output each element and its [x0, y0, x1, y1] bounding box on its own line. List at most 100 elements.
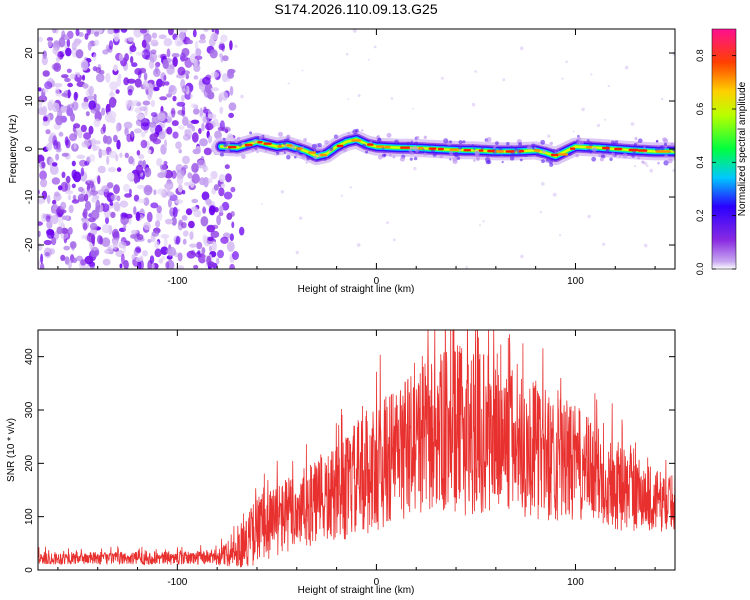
noise-blob [231, 221, 235, 229]
noise-speck [287, 82, 290, 85]
noise-blob [143, 197, 150, 206]
noise-blob [46, 37, 54, 42]
noise-blob [38, 221, 43, 226]
noise-blob [74, 74, 82, 82]
noise-blob [123, 121, 133, 129]
ridge-blob [663, 142, 668, 146]
noise-blob [115, 202, 121, 212]
noise-blob [207, 134, 213, 144]
noise-blob [202, 206, 206, 214]
ridge-blob [222, 137, 226, 141]
ridge-blob [514, 148, 518, 152]
noise-blob [149, 255, 155, 264]
noise-blob [150, 202, 159, 209]
noise-blob [192, 29, 197, 38]
noise-blob [105, 216, 109, 225]
chart-title: S174.2026.110.09.13.G25 [274, 1, 437, 17]
noise-blob [211, 29, 215, 33]
noise-blob [193, 108, 200, 115]
noise-blob [87, 95, 95, 100]
noise-blob [218, 43, 225, 51]
noise-blob [101, 223, 111, 234]
ridge-blob [610, 140, 615, 145]
noise-blob [198, 253, 207, 264]
noise-blob [116, 76, 122, 87]
noise-blob [171, 110, 176, 115]
ridge-blob [264, 150, 267, 153]
noise-blob [107, 167, 117, 173]
ridge-blob [545, 158, 549, 162]
ridge-blob [473, 148, 476, 151]
ridge-blob [352, 129, 358, 135]
noise-blob [132, 42, 136, 48]
noise-blob [46, 220, 53, 230]
noise-blob [127, 172, 135, 181]
noise-blob [209, 49, 218, 59]
noise-blob [219, 53, 223, 58]
ridge-blob [657, 144, 660, 147]
noise-blob [181, 85, 188, 94]
noise-blob [71, 183, 76, 189]
noise-blob [189, 94, 193, 99]
noise-speck [465, 266, 468, 269]
noise-blob [176, 40, 183, 47]
noise-blob [163, 160, 168, 166]
noise-blob [38, 246, 42, 251]
noise-blob [52, 29, 57, 34]
noise-blob [167, 40, 172, 46]
spectrogram-ytick-label: 0 [24, 146, 35, 152]
noise-blob [111, 228, 120, 239]
noise-speck [607, 84, 610, 88]
noise-blob [104, 248, 114, 255]
noise-blob [63, 245, 70, 251]
noise-speck [520, 254, 524, 259]
noise-blob [175, 199, 183, 205]
noise-blob [107, 29, 115, 35]
noise-blob [146, 211, 153, 223]
noise-blob [187, 172, 193, 179]
noise-blob [155, 63, 159, 74]
ridge-blob [278, 131, 283, 137]
noise-blob [91, 209, 100, 220]
noise-blob [203, 29, 209, 32]
noise-blob [76, 154, 86, 159]
colorbar-tick-label: 0.0 [695, 263, 705, 276]
noise-blob [41, 161, 46, 169]
noise-blob [193, 264, 199, 269]
noise-blob [42, 88, 49, 93]
noise-blob [65, 47, 72, 57]
ridge-blob [254, 147, 258, 151]
noise-blob [149, 133, 158, 142]
noise-blob [218, 187, 225, 197]
noise-blob [202, 116, 210, 124]
noise-blob [149, 125, 156, 134]
ridge-blob [486, 137, 492, 143]
noise-blob [56, 226, 63, 235]
ridge-blob [549, 162, 554, 167]
ridge-blob [576, 141, 580, 145]
noise-blob [108, 150, 118, 159]
noise-blob [84, 200, 92, 211]
ridge-blob [452, 156, 458, 162]
noise-blob [88, 85, 94, 96]
noise-blob [88, 217, 96, 223]
noise-blob [158, 131, 166, 140]
noise-blob [53, 62, 62, 72]
noise-blob [54, 83, 63, 88]
ridge-blob [523, 154, 526, 157]
ridge-blob [549, 141, 553, 146]
noise-blob [166, 126, 173, 135]
ridge-blob [313, 155, 318, 160]
ridge-blob [381, 153, 386, 158]
noise-blob [95, 73, 105, 83]
ridge-blob [303, 138, 307, 142]
ridge-blob [458, 145, 463, 150]
noise-blob [57, 185, 63, 191]
noise-blob [99, 236, 103, 245]
noise-blob [222, 73, 228, 83]
ridge-blob [456, 156, 461, 160]
ridge-blob [518, 142, 522, 147]
colorbar-tick-label: 0.6 [695, 103, 705, 116]
noise-blob [189, 231, 194, 240]
